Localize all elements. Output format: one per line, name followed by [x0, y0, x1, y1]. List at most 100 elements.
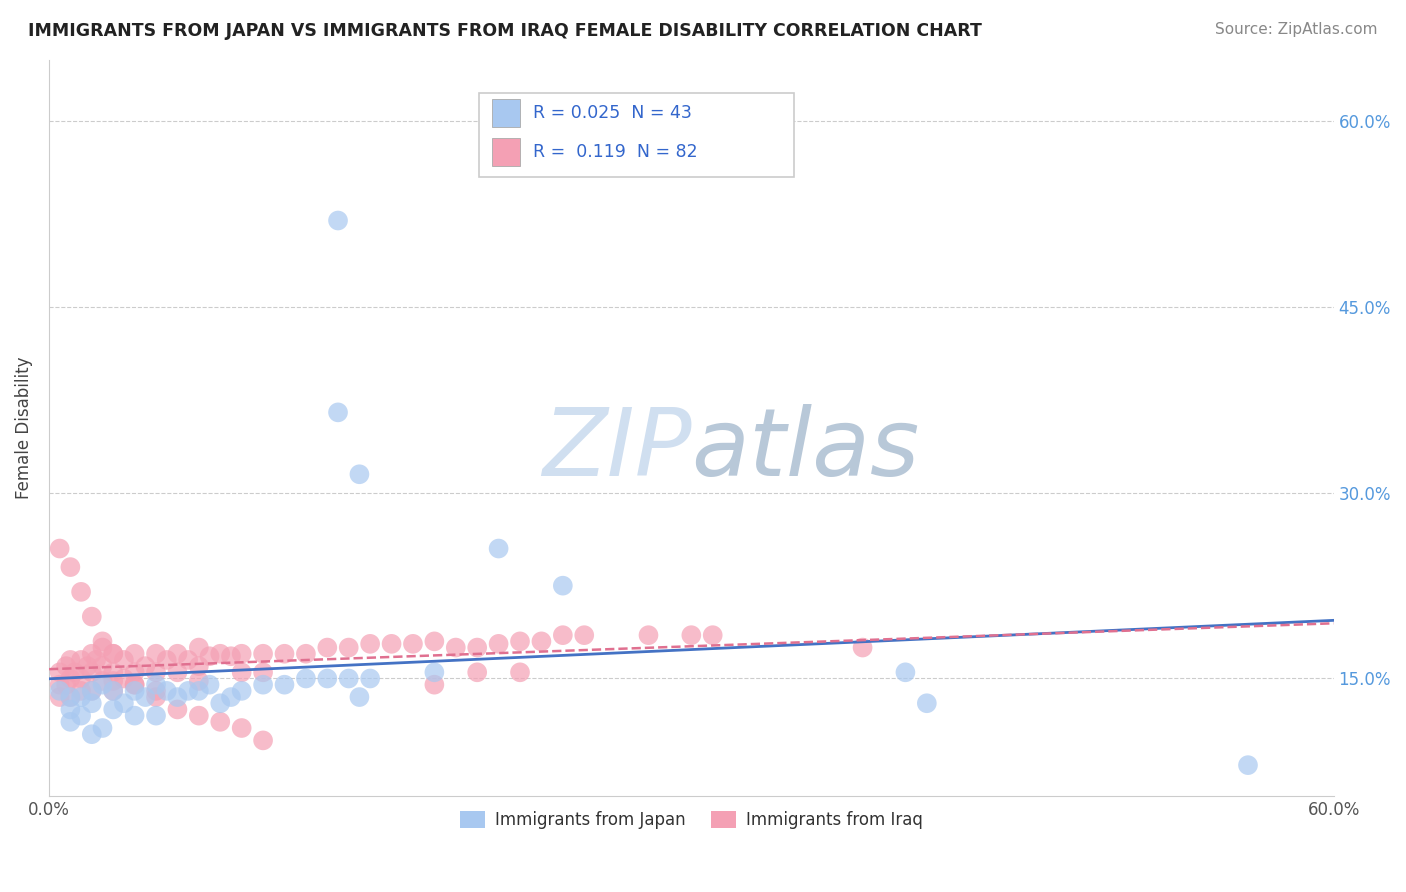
Point — [852, 640, 875, 655]
Point — [488, 541, 510, 556]
Point — [103, 647, 125, 661]
Point — [59, 560, 82, 574]
Point — [465, 665, 488, 680]
Point — [166, 702, 188, 716]
Point — [59, 690, 82, 704]
Point — [509, 665, 531, 680]
Point — [80, 684, 103, 698]
Point — [530, 634, 553, 648]
Point — [124, 665, 146, 680]
Point — [488, 637, 510, 651]
Point — [63, 665, 86, 680]
Point — [316, 672, 339, 686]
Point — [219, 690, 242, 704]
Point — [145, 647, 167, 661]
FancyBboxPatch shape — [479, 93, 794, 178]
Legend: Immigrants from Japan, Immigrants from Iraq: Immigrants from Japan, Immigrants from I… — [453, 804, 929, 836]
Point — [59, 672, 82, 686]
Point — [187, 684, 209, 698]
Point — [48, 541, 70, 556]
Point — [80, 647, 103, 661]
Point — [103, 702, 125, 716]
Point — [124, 678, 146, 692]
Point — [80, 696, 103, 710]
Point — [156, 653, 179, 667]
Point — [295, 672, 318, 686]
Point — [103, 665, 125, 680]
Point — [295, 647, 318, 661]
Point — [231, 684, 253, 698]
Point — [209, 647, 232, 661]
Point — [70, 653, 93, 667]
Text: R =  0.119  N = 82: R = 0.119 N = 82 — [533, 143, 697, 161]
Point — [681, 628, 703, 642]
Point — [112, 672, 135, 686]
Point — [124, 708, 146, 723]
Point — [509, 634, 531, 648]
Point — [423, 665, 446, 680]
Point — [574, 628, 596, 642]
Point — [444, 640, 467, 655]
Point — [209, 714, 232, 729]
Point — [231, 647, 253, 661]
Point — [59, 690, 82, 704]
Point — [423, 678, 446, 692]
Point — [349, 467, 371, 482]
Point — [177, 653, 200, 667]
Point — [337, 640, 360, 655]
Point — [70, 672, 93, 686]
Point — [166, 690, 188, 704]
Point — [252, 665, 274, 680]
Point — [187, 640, 209, 655]
Point — [91, 721, 114, 735]
Point — [359, 672, 381, 686]
Point — [103, 647, 125, 661]
Point — [70, 690, 93, 704]
Point — [103, 684, 125, 698]
Point — [112, 653, 135, 667]
Point — [273, 647, 295, 661]
Point — [273, 678, 295, 692]
Point — [91, 678, 114, 692]
Point — [316, 640, 339, 655]
Point — [209, 696, 232, 710]
Point — [423, 634, 446, 648]
Point — [551, 579, 574, 593]
Point — [252, 678, 274, 692]
Point — [59, 702, 82, 716]
Point — [349, 690, 371, 704]
Point — [80, 609, 103, 624]
Text: Source: ZipAtlas.com: Source: ZipAtlas.com — [1215, 22, 1378, 37]
Point — [80, 665, 103, 680]
Point — [551, 628, 574, 642]
Point — [124, 684, 146, 698]
Point — [103, 684, 125, 698]
Point — [252, 647, 274, 661]
Point — [198, 678, 221, 692]
Point — [103, 673, 125, 688]
Point — [231, 721, 253, 735]
Text: IMMIGRANTS FROM JAPAN VS IMMIGRANTS FROM IRAQ FEMALE DISABILITY CORRELATION CHAR: IMMIGRANTS FROM JAPAN VS IMMIGRANTS FROM… — [28, 22, 981, 40]
Point — [70, 585, 93, 599]
Point — [55, 659, 77, 673]
Point — [59, 653, 82, 667]
Text: ZIP: ZIP — [541, 404, 692, 495]
Text: atlas: atlas — [692, 404, 920, 495]
Point — [134, 690, 156, 704]
Point — [91, 634, 114, 648]
Y-axis label: Female Disability: Female Disability — [15, 357, 32, 500]
Point — [187, 708, 209, 723]
Point — [402, 637, 425, 651]
Point — [48, 665, 70, 680]
Point — [76, 659, 98, 673]
Point — [894, 665, 917, 680]
Point — [145, 684, 167, 698]
Point — [91, 673, 114, 688]
FancyBboxPatch shape — [492, 137, 520, 166]
Text: R = 0.025  N = 43: R = 0.025 N = 43 — [533, 104, 692, 122]
Point — [55, 678, 77, 692]
Point — [91, 659, 114, 673]
Point — [145, 690, 167, 704]
Point — [70, 708, 93, 723]
Point — [80, 684, 103, 698]
